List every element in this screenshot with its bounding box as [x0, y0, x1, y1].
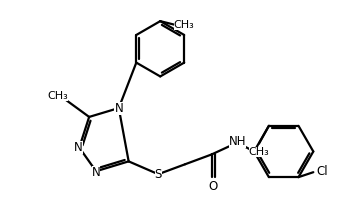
Text: N: N	[114, 101, 123, 115]
Text: S: S	[154, 168, 162, 181]
Text: CH₃: CH₃	[249, 147, 269, 157]
Text: NH: NH	[229, 135, 246, 148]
Text: N: N	[74, 141, 83, 154]
Text: N: N	[92, 166, 100, 179]
Text: Cl: Cl	[316, 165, 328, 178]
Text: CH₃: CH₃	[47, 91, 68, 101]
Text: CH₃: CH₃	[174, 20, 194, 30]
Text: O: O	[208, 180, 217, 192]
